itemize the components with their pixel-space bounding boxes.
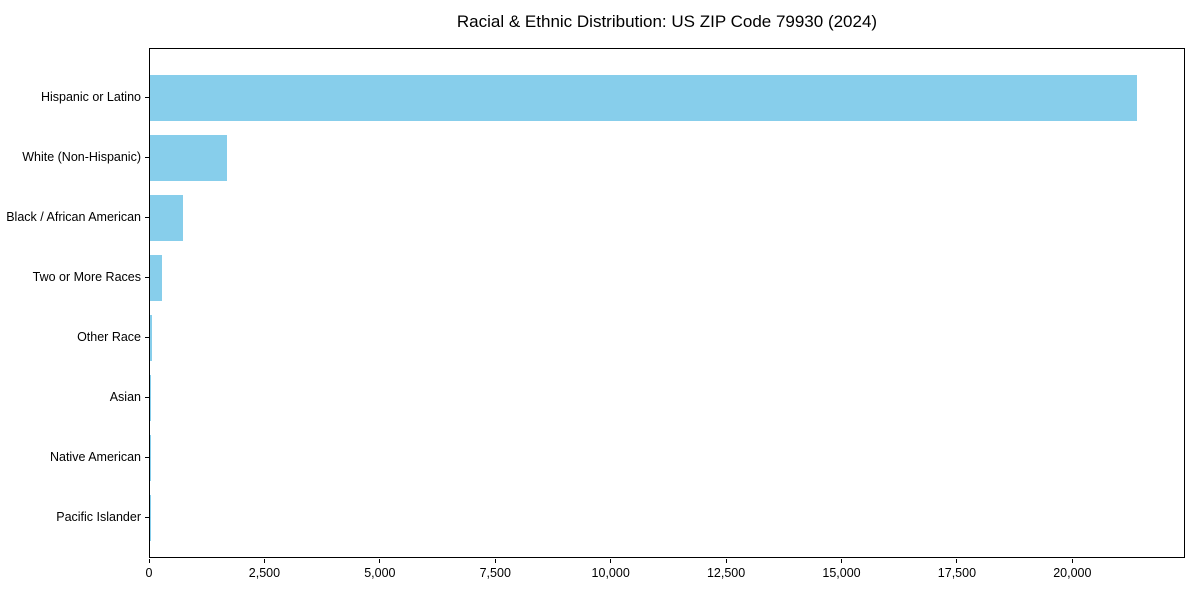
x-tick-label: 15,000 xyxy=(822,566,861,580)
x-tick-mark xyxy=(610,559,612,563)
x-tick-mark xyxy=(841,559,842,563)
y-tick-mark xyxy=(145,397,149,398)
x-tick-label: 17,500 xyxy=(937,566,977,580)
bar-asian xyxy=(150,375,151,421)
bar-other-race xyxy=(150,315,152,361)
plot-area xyxy=(149,48,1185,558)
x-tick-label: 5,000 xyxy=(364,566,396,580)
bar-black-african-american xyxy=(150,195,184,241)
y-tick-mark xyxy=(145,517,149,518)
y-tick-label: Black / African American xyxy=(6,210,141,224)
y-tick-label: Hispanic or Latino xyxy=(40,90,141,104)
x-tick-label: 7,500 xyxy=(479,566,511,580)
x-tick-mark xyxy=(263,559,265,563)
chart-title: Racial & Ethnic Distribution: US ZIP Cod… xyxy=(456,12,878,31)
x-tick-label: 2,500 xyxy=(248,566,281,580)
x-tick-mark xyxy=(725,559,727,563)
x-tick-label: 10,000 xyxy=(591,566,630,580)
x-tick-mark xyxy=(379,559,381,563)
y-tick-label: White (Non-Hispanic) xyxy=(22,150,141,164)
x-tick-mark xyxy=(148,559,150,563)
y-tick-mark xyxy=(145,157,149,158)
x-tick-label: 20,000 xyxy=(1053,566,1092,580)
y-tick-label: Other Race xyxy=(77,330,141,344)
bar-hispanic-or-latino xyxy=(150,75,1137,121)
y-tick-mark xyxy=(145,457,149,458)
x-tick-label: 0 xyxy=(145,566,153,580)
y-tick-mark xyxy=(145,217,149,218)
bar-two-or-more-races xyxy=(150,255,162,301)
y-tick-mark xyxy=(145,277,149,278)
y-tick-label: Asian xyxy=(109,390,141,404)
x-tick-label: 12,500 xyxy=(706,566,746,580)
x-tick-mark xyxy=(956,559,958,563)
x-tick-mark xyxy=(1071,559,1073,563)
y-tick-label: Pacific Islander xyxy=(56,510,141,524)
y-tick-mark xyxy=(145,97,149,98)
y-tick-label: Two or More Races xyxy=(32,270,141,284)
bar-white-non-hispanic xyxy=(150,135,227,181)
y-tick-mark xyxy=(145,337,149,338)
y-tick-label: Native American xyxy=(49,450,141,464)
x-tick-mark xyxy=(494,559,496,563)
